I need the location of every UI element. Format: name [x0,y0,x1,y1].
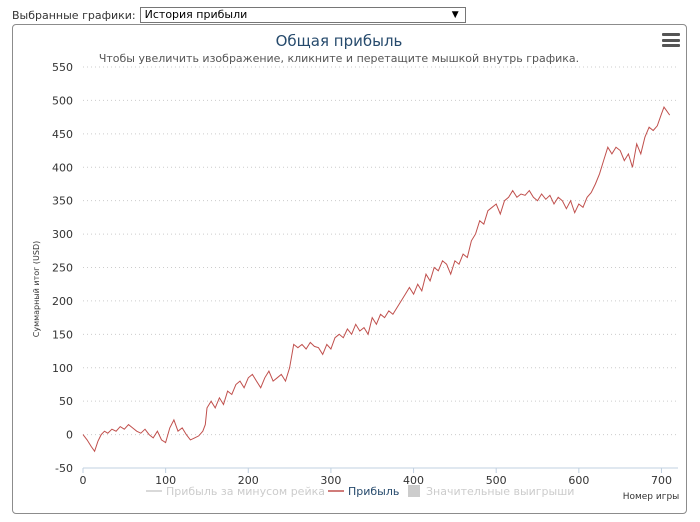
series-line-profit[interactable] [82,106,671,453]
triangle-down-icon[interactable]: ▼ [451,10,459,20]
chart-select-dropdown[interactable]: История прибыли ▼ [139,7,466,23]
y-axis-label: Суммарный итог (USD) [32,241,41,338]
y-tick-label: 150 [52,328,73,341]
x-tick-label: 300 [320,474,341,487]
y-tick-label: 550 [52,61,73,74]
y-tick-label: 300 [52,228,73,241]
x-tick-label: 700 [651,474,672,487]
chart-subtitle: Чтобы увеличить изображение, кликните и … [99,52,579,65]
chart-selector-label: Выбранные графики: [12,8,136,22]
y-tick-label: 0 [66,429,73,442]
y-tick-label: 350 [52,195,73,208]
chart-title: Общая прибыль [276,32,403,50]
chart-panel: -50 0 50 100 150 200 250 300 350 400 450 500 550 0 10… [12,24,687,514]
y-tick-label: 50 [59,395,73,408]
x-tick-label: 400 [403,474,424,487]
legend-symbol [408,485,420,497]
chart-selector-bar: Выбранные графики: История прибыли ▼ [12,6,466,24]
legend: Прибыль за минусом рейка Прибыль Значитель… [146,485,574,498]
x-tick-label: 0 [80,474,87,487]
legend-item-label[interactable]: Прибыль за минусом рейка [166,485,325,498]
y-tick-label: -50 [55,462,73,475]
x-tick-label: 100 [155,474,176,487]
y-tick-label: 400 [52,161,73,174]
x-tick-label: 600 [568,474,589,487]
legend-item-label[interactable]: Значительные выигрыши [426,485,574,498]
x-tick-label: 500 [486,474,507,487]
x-tick-label: 200 [238,474,259,487]
y-tick-label: 200 [52,295,73,308]
profit-chart[interactable]: -50 0 50 100 150 200 250 300 350 400 450 500 550 0 10… [13,25,686,513]
y-tick-label: 500 [52,94,73,107]
y-tick-label: 100 [52,362,73,375]
y-tick-label: 450 [52,128,73,141]
chart-select-value: История прибыли [144,8,248,21]
legend-item-label[interactable]: Прибыль [348,485,399,498]
hamburger-icon[interactable] [662,33,680,47]
y-tick-label: 250 [52,262,73,275]
x-axis-label: Номер игры [623,492,680,502]
